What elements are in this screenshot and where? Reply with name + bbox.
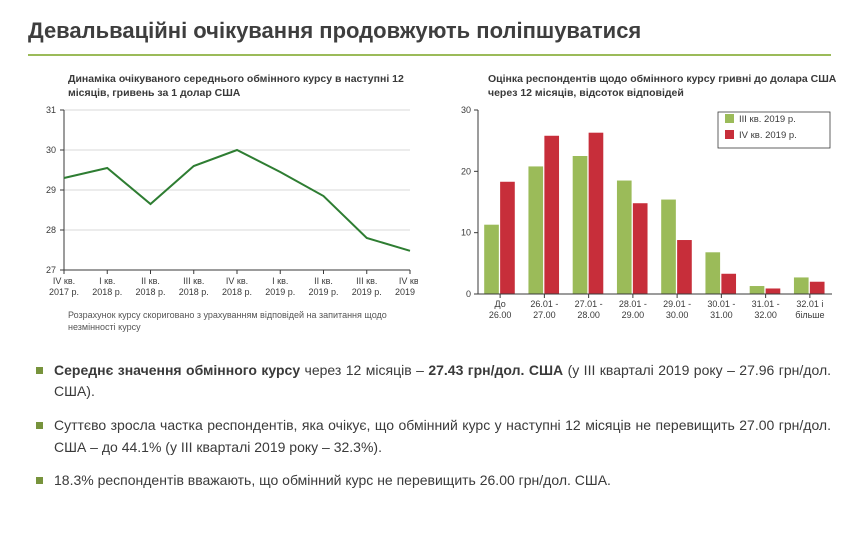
divider — [28, 54, 831, 56]
svg-text:31: 31 — [46, 106, 56, 115]
svg-text:30.01 -: 30.01 - — [707, 299, 735, 309]
line-chart-block: Динаміка очікуваного середнього обмінног… — [28, 72, 418, 334]
svg-text:2019 р.: 2019 р. — [352, 287, 382, 297]
svg-text:31.00: 31.00 — [710, 310, 733, 320]
svg-text:IV кв.: IV кв. — [226, 276, 248, 286]
bar-chart-title: Оцінка респондентів щодо обмінного курсу… — [448, 72, 838, 100]
svg-text:28.00: 28.00 — [577, 310, 600, 320]
svg-text:32.00: 32.00 — [754, 310, 777, 320]
svg-text:2018 р.: 2018 р. — [222, 287, 252, 297]
svg-text:IV кв.: IV кв. — [399, 276, 418, 286]
bullet-item: Середнє значення обмінного курсу через 1… — [32, 360, 831, 403]
svg-text:I кв.: I кв. — [272, 276, 288, 286]
bullet-item: Суттєво зросла частка респондентів, яка … — [32, 415, 831, 458]
svg-text:2017 р.: 2017 р. — [49, 287, 79, 297]
svg-text:27.01 -: 27.01 - — [575, 299, 603, 309]
svg-text:28: 28 — [46, 225, 56, 235]
svg-text:26.01 -: 26.01 - — [530, 299, 558, 309]
svg-text:2018 р.: 2018 р. — [92, 287, 122, 297]
svg-text:30.00: 30.00 — [666, 310, 689, 320]
svg-text:2019 р.: 2019 р. — [395, 287, 418, 297]
svg-text:III кв. 2019 р.: III кв. 2019 р. — [739, 114, 796, 125]
svg-text:29.01 -: 29.01 - — [663, 299, 691, 309]
svg-text:26.00: 26.00 — [489, 310, 512, 320]
svg-text:31.01 -: 31.01 - — [752, 299, 780, 309]
svg-text:більше: більше — [795, 310, 824, 320]
svg-text:III кв.: III кв. — [356, 276, 377, 286]
svg-text:2019 р.: 2019 р. — [265, 287, 295, 297]
svg-text:10: 10 — [461, 228, 471, 238]
svg-text:29: 29 — [46, 185, 56, 195]
bullet-item: 18.3% респондентів вважають, що обмінний… — [32, 470, 831, 492]
svg-text:IV кв. 2019 р.: IV кв. 2019 р. — [739, 130, 797, 141]
svg-text:До: До — [495, 299, 506, 309]
svg-text:II кв.: II кв. — [314, 276, 333, 286]
bar-chart: 0 10 20 30 До26.00 26.01 -27.00 27.01 -28.00 28… — [448, 106, 838, 330]
bullet-list: Середнє значення обмінного курсу через 1… — [28, 360, 831, 492]
svg-text:29.00: 29.00 — [622, 310, 645, 320]
svg-text:III кв.: III кв. — [183, 276, 204, 286]
page-title: Девальваційні очікування продовжують пол… — [28, 18, 831, 44]
svg-text:I кв.: I кв. — [99, 276, 115, 286]
line-chart-title: Динаміка очікуваного середнього обмінног… — [28, 72, 418, 100]
svg-text:30: 30 — [461, 106, 471, 115]
svg-text:27.00: 27.00 — [533, 310, 556, 320]
charts-row: Динаміка очікуваного середнього обмінног… — [28, 72, 831, 334]
svg-text:II кв.: II кв. — [141, 276, 160, 286]
svg-text:30: 30 — [46, 145, 56, 155]
svg-text:20: 20 — [461, 167, 471, 177]
svg-text:IV кв.: IV кв. — [53, 276, 75, 286]
svg-text:2018 р.: 2018 р. — [135, 287, 165, 297]
svg-text:32.01 і: 32.01 і — [796, 299, 823, 309]
svg-text:0: 0 — [466, 289, 471, 299]
svg-text:27: 27 — [46, 265, 56, 275]
svg-text:2018 р.: 2018 р. — [179, 287, 209, 297]
svg-text:2019 р.: 2019 р. — [308, 287, 338, 297]
line-chart: 2728293031IV кв.2017 р.I кв.2018 р.II кв… — [28, 106, 418, 306]
svg-text:28.01 -: 28.01 - — [619, 299, 647, 309]
line-chart-footnote: Розрахунок курсу скориговано з урахуванн… — [28, 310, 418, 333]
bar-chart-block: Оцінка респондентів щодо обмінного курсу… — [448, 72, 838, 334]
